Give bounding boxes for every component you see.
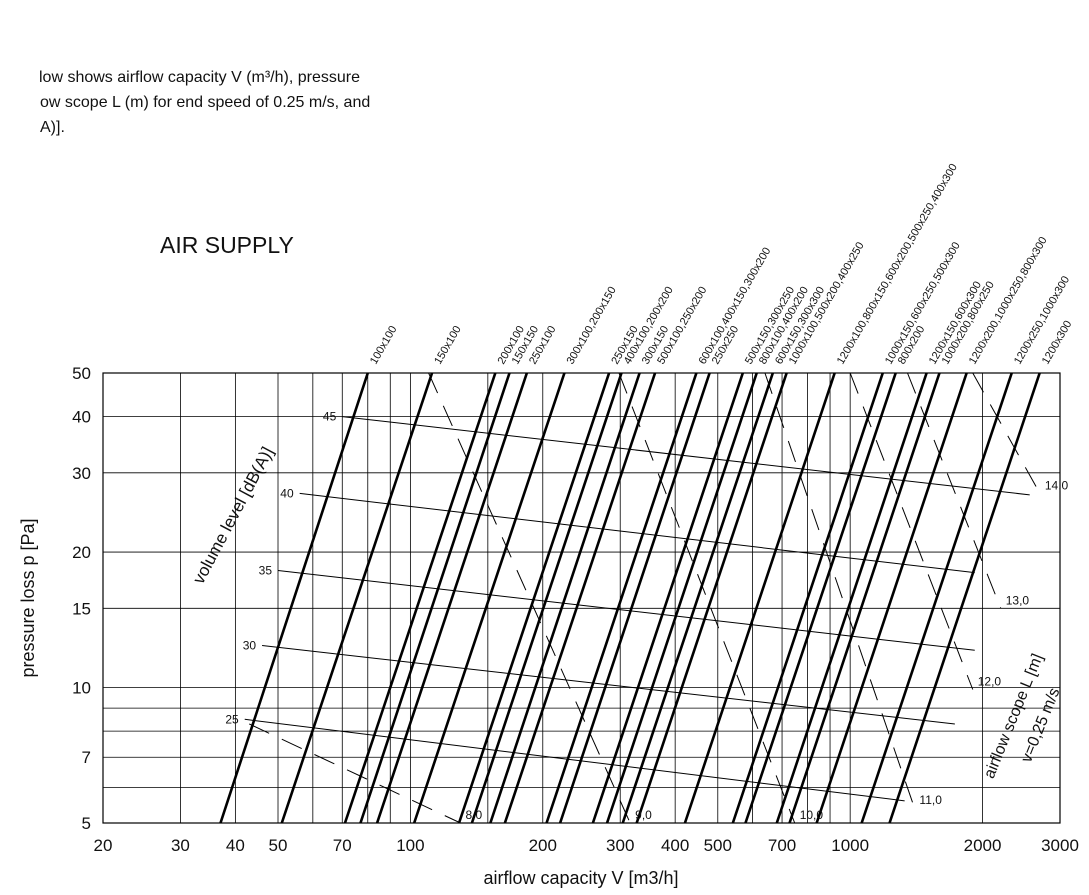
scope-label: 9,0 bbox=[635, 808, 652, 822]
duct-line bbox=[635, 372, 788, 824]
intro-line: low shows airflow capacity V (m³/h), pre… bbox=[39, 69, 360, 86]
x-tick-label: 300 bbox=[606, 836, 634, 855]
noise-level-label: 30 bbox=[243, 638, 257, 652]
x-tick-label: 30 bbox=[171, 836, 190, 855]
noise-level-label: 25 bbox=[225, 712, 239, 726]
duct-line bbox=[860, 372, 1013, 824]
x-tick-label: 500 bbox=[704, 836, 732, 855]
y-tick-label: 40 bbox=[72, 408, 91, 427]
scope-label: 8,0 bbox=[466, 808, 483, 822]
x-tick-label: 20 bbox=[94, 836, 113, 855]
x-tick-label: 700 bbox=[768, 836, 796, 855]
noise-line bbox=[244, 718, 905, 802]
y-tick-label: 10 bbox=[72, 679, 91, 698]
scope-line bbox=[849, 372, 974, 690]
duct-label: 100x100 bbox=[368, 324, 400, 367]
noise-line bbox=[342, 416, 1030, 496]
duct-line bbox=[503, 372, 657, 824]
scope-line bbox=[428, 372, 631, 824]
duct-line bbox=[815, 372, 968, 824]
duct-line bbox=[343, 372, 497, 824]
noise-line bbox=[262, 644, 955, 725]
duct-line bbox=[558, 372, 711, 824]
y-tick-label: 5 bbox=[82, 814, 91, 833]
duct-line bbox=[412, 372, 566, 824]
scope-label: 11,0 bbox=[919, 793, 942, 807]
duct-line bbox=[457, 372, 611, 824]
duct-line bbox=[731, 372, 884, 824]
scope-line bbox=[248, 723, 461, 824]
noise-line bbox=[299, 492, 975, 574]
intro-line: A)]. bbox=[40, 119, 65, 136]
x-tick-label: 1000 bbox=[831, 836, 869, 855]
intro-line: ow scope L (m) for end speed of 0.25 m/s… bbox=[40, 94, 370, 111]
x-tick-label: 2000 bbox=[964, 836, 1002, 855]
duct-line bbox=[280, 372, 434, 824]
noise-level-label: 45 bbox=[323, 410, 337, 424]
duct-line bbox=[489, 372, 641, 824]
y-tick-label: 30 bbox=[72, 464, 91, 483]
duct-line bbox=[775, 372, 928, 824]
x-tick-label: 70 bbox=[333, 836, 352, 855]
x-tick-label: 400 bbox=[661, 836, 689, 855]
y-tick-label: 7 bbox=[82, 748, 91, 767]
y-tick-label: 15 bbox=[72, 599, 91, 618]
x-tick-label: 200 bbox=[529, 836, 557, 855]
x-tick-label: 100 bbox=[396, 836, 424, 855]
duct-line bbox=[219, 372, 370, 824]
duct-label: 150x100 bbox=[432, 324, 464, 367]
noise-level-label: 40 bbox=[280, 486, 294, 500]
scope-line bbox=[972, 372, 1041, 494]
duct-line bbox=[359, 372, 511, 824]
scope-label: 10,0 bbox=[800, 808, 824, 822]
x-tick-label: 50 bbox=[269, 836, 288, 855]
scope-line bbox=[764, 372, 915, 809]
duct-line bbox=[591, 372, 745, 824]
y-axis-label: pressure loss p [Pa] bbox=[18, 518, 38, 677]
y-tick-label: 20 bbox=[72, 543, 91, 562]
duct-line bbox=[545, 372, 698, 824]
duct-line bbox=[605, 372, 758, 824]
x-tick-label: 3000 bbox=[1041, 836, 1079, 855]
scope-label: 14,0 bbox=[1045, 478, 1069, 492]
scope-label: 13,0 bbox=[1006, 593, 1030, 607]
duct-line bbox=[744, 372, 897, 824]
noise-line bbox=[277, 570, 975, 651]
scope-line bbox=[907, 372, 1002, 609]
duct-line bbox=[788, 372, 941, 824]
x-tick-label: 40 bbox=[226, 836, 245, 855]
x-axis-label: airflow capacity V [m3/h] bbox=[483, 868, 678, 888]
noise-level-label: 35 bbox=[259, 564, 273, 578]
y-tick-label: 50 bbox=[72, 364, 91, 383]
duct-label: 300x100,200x150 bbox=[565, 285, 619, 367]
duct-line bbox=[683, 372, 836, 824]
scope-label: 12,0 bbox=[978, 675, 1002, 689]
duct-line bbox=[621, 372, 775, 824]
chart-title: AIR SUPPLY bbox=[160, 232, 294, 258]
duct-line bbox=[470, 372, 623, 824]
duct-line bbox=[375, 372, 529, 824]
scope-line bbox=[618, 372, 796, 824]
